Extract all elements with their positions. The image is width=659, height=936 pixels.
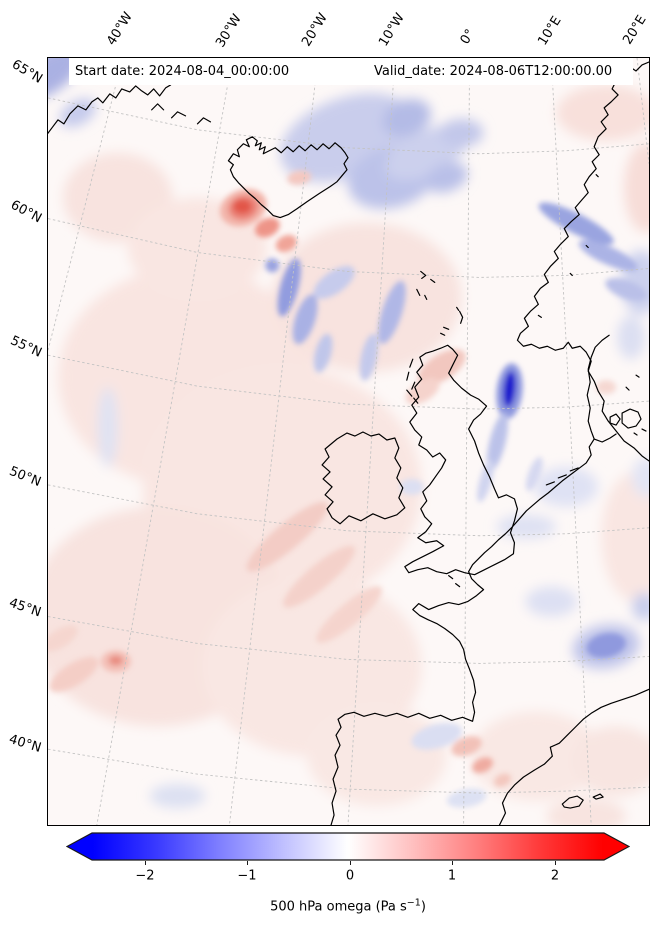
- omega-field-detail-layer: [48, 170, 647, 808]
- colorbar-title-exponent: −1: [406, 897, 421, 909]
- colorbar-tick-mark: [555, 861, 556, 865]
- map-canvas: [48, 58, 649, 825]
- lon-tick-label-20e: 20°E: [620, 12, 650, 48]
- start-date-label: Start date: 2024-08-04_00:00:00: [75, 64, 290, 79]
- iceland-coastline: [227, 136, 349, 219]
- parallel-40n: [48, 748, 649, 794]
- colorbar-tick-mark: [452, 861, 453, 865]
- parallel-50n: [48, 484, 649, 537]
- map-plot-area: Start date: 2024-08-04_00:00:00 Valid_da…: [47, 57, 650, 826]
- iberia-mediterranean-coastline: [498, 688, 649, 825]
- lon-tick-label-30w: 30°W: [213, 11, 245, 51]
- frisian-islands: [545, 467, 579, 486]
- colorbar-gradient: [65, 832, 631, 861]
- great-britain-coastline: [404, 344, 519, 576]
- denmark-jutland-coastline: [586, 334, 617, 443]
- parallel-45n: [48, 616, 649, 664]
- parallel-60n: [48, 218, 649, 278]
- lon-tick-label-0: 0°: [457, 26, 479, 48]
- colorbar-tick-label: 1: [447, 868, 457, 884]
- lon-tick-label-40w: 40°W: [104, 9, 136, 49]
- strong-ascent-anomaly-north-sea: [477, 363, 523, 503]
- lat-tick-label-50n: 50°N: [6, 463, 44, 491]
- colorbar: [65, 832, 631, 861]
- colorbar-tick-mark: [247, 861, 248, 865]
- omega-field-soft-layer: [48, 58, 649, 825]
- colorbar-title-prefix: 500 hPa omega (Pa s: [270, 899, 407, 915]
- greenland-coastline: [48, 84, 172, 135]
- lon-tick-label-10e: 10°E: [535, 13, 565, 49]
- lat-tick-label-55n: 55°N: [7, 333, 45, 361]
- valid-date-label: Valid_date: 2024-08-06T12:00:00.00: [374, 64, 613, 79]
- meridian-10e: [550, 58, 592, 825]
- colorbar-tick-label: 0: [345, 868, 355, 884]
- danish-islands: [609, 374, 647, 436]
- parallel-65n: [48, 97, 649, 155]
- meridian-0: [463, 58, 471, 825]
- channel-islands: [448, 575, 461, 588]
- lat-tick-label-45n: 45°N: [7, 595, 43, 621]
- norwegian-coastal-islets: [537, 174, 599, 318]
- europe-mainland-coastline: [330, 438, 595, 825]
- colorbar-tick-mark: [350, 861, 351, 865]
- lat-tick-label-60n: 60°N: [8, 197, 44, 227]
- colorbar-title: 500 hPa omega (Pa s−1): [270, 897, 426, 914]
- title-bar: Start date: 2024-08-04_00:00:00 Valid_da…: [69, 58, 633, 85]
- strong-descent-anomaly-iceland: [220, 188, 297, 253]
- lat-tick-label-65n: 65°N: [9, 57, 45, 87]
- lat-tick-label-40n: 40°N: [7, 732, 43, 756]
- meridian-10w: [347, 58, 396, 825]
- lon-tick-label-10w: 10°W: [376, 10, 408, 50]
- coastline-layer: [48, 61, 649, 825]
- greenland-fjord-fragments: [151, 103, 212, 125]
- meridian-20w: [228, 58, 319, 825]
- colorbar-title-suffix: ): [420, 899, 426, 915]
- colorbar-tick-label: −1: [237, 868, 257, 884]
- lon-tick-label-20w: 20°W: [299, 10, 331, 50]
- colorbar-tick-label: 2: [550, 868, 560, 884]
- ireland-coastline: [321, 431, 406, 525]
- norway-sweden-coastline: [516, 61, 649, 462]
- faroe-islands: [416, 270, 436, 300]
- graticule: [48, 58, 649, 825]
- meridian-40w: [48, 58, 124, 351]
- colorbar-tick-label: −2: [135, 868, 155, 884]
- colorbar-tick-mark: [145, 861, 146, 865]
- hebrides-islands: [406, 358, 419, 404]
- shetland-orkney-islands: [440, 306, 464, 336]
- mallorca-coastline: [561, 793, 604, 809]
- meridian-30w: [96, 58, 233, 825]
